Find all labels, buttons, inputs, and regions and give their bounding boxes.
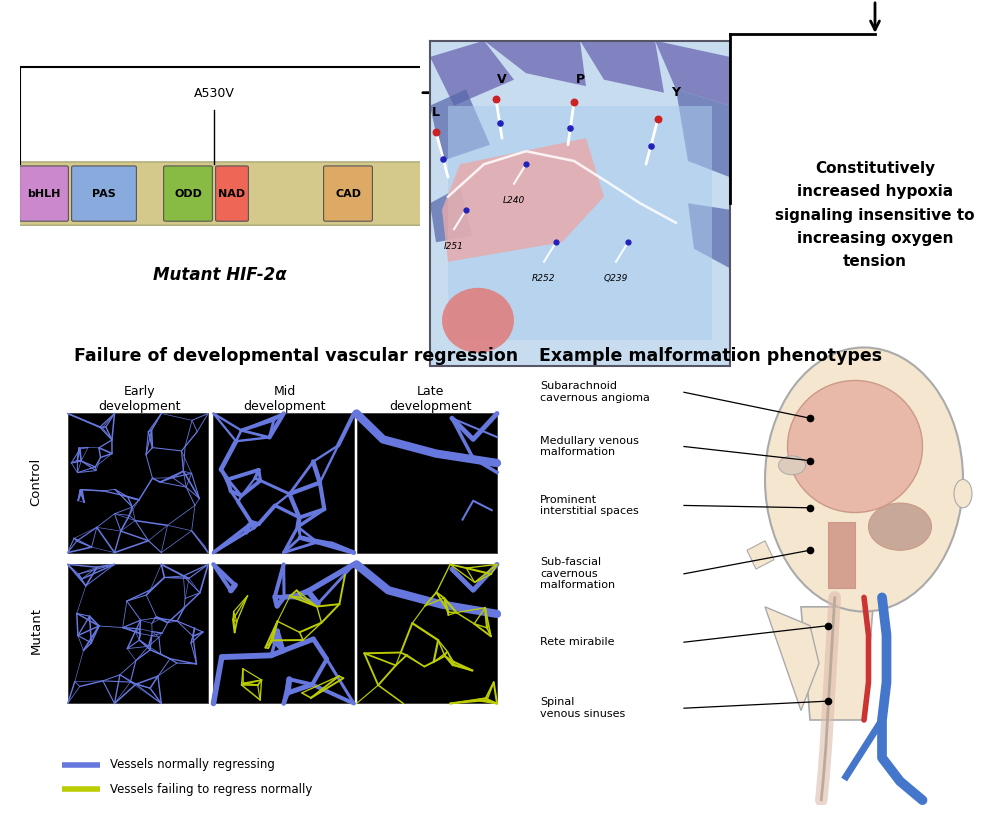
Polygon shape (580, 41, 664, 93)
Bar (68, 564, 208, 703)
Text: Rete mirabile: Rete mirabile (540, 637, 614, 647)
Text: Vessels normally regressing: Vessels normally regressing (110, 759, 275, 772)
Polygon shape (484, 41, 586, 86)
Point (492, 116, 508, 129)
Polygon shape (765, 606, 819, 711)
Bar (357, 564, 497, 703)
Point (650, 112, 666, 125)
Text: PAS: PAS (92, 189, 116, 198)
Point (643, 140, 659, 153)
Text: ODD: ODD (174, 189, 202, 198)
Text: Control: Control (29, 458, 42, 506)
Text: Q239: Q239 (604, 274, 628, 283)
Point (566, 96, 582, 109)
Point (562, 121, 578, 134)
Text: V: V (497, 73, 507, 86)
Text: Vessels failing to regress normally: Vessels failing to regress normally (110, 783, 312, 796)
Text: Subarachnoid
cavernous angioma: Subarachnoid cavernous angioma (540, 381, 650, 403)
Text: Mid
development: Mid development (244, 385, 326, 413)
Point (458, 203, 474, 216)
Ellipse shape (442, 288, 514, 353)
Text: L240: L240 (503, 196, 525, 205)
FancyBboxPatch shape (17, 162, 423, 225)
Text: Example malformation phenotypes: Example malformation phenotypes (539, 347, 883, 366)
Text: Prominent
interstitial spaces: Prominent interstitial spaces (540, 494, 639, 516)
Text: Y: Y (672, 86, 680, 99)
Text: Late
development: Late development (390, 385, 472, 413)
FancyBboxPatch shape (216, 166, 248, 221)
FancyBboxPatch shape (324, 166, 372, 221)
FancyBboxPatch shape (20, 166, 68, 221)
Point (518, 158, 534, 171)
Polygon shape (655, 41, 730, 106)
Text: Sub-fascial
cavernous
malformation: Sub-fascial cavernous malformation (540, 557, 615, 590)
Text: I251: I251 (444, 241, 464, 250)
Point (620, 236, 636, 249)
Text: Constitutively
increased hypoxia
signaling insensitive to
increasing oxygen
tens: Constitutively increased hypoxia signali… (775, 161, 975, 269)
Point (428, 125, 444, 138)
Text: CAD: CAD (335, 189, 361, 198)
Text: Spinal
venous sinuses: Spinal venous sinuses (540, 698, 625, 719)
Text: Failure of developmental vascular regression: Failure of developmental vascular regres… (74, 347, 518, 366)
Text: P: P (575, 73, 585, 86)
Point (488, 93, 504, 106)
Polygon shape (430, 187, 472, 242)
Bar (68, 414, 208, 553)
Polygon shape (676, 89, 730, 177)
Polygon shape (430, 89, 490, 161)
Text: bHLH: bHLH (27, 189, 61, 198)
Bar (213, 564, 354, 703)
Text: A530V: A530V (194, 87, 234, 100)
Point (435, 153, 451, 166)
Ellipse shape (765, 347, 963, 611)
Text: Early
development: Early development (98, 385, 180, 413)
FancyBboxPatch shape (72, 166, 136, 221)
Ellipse shape (868, 503, 932, 550)
Ellipse shape (788, 380, 922, 512)
Text: NAD: NAD (218, 189, 246, 198)
Polygon shape (747, 541, 774, 569)
Polygon shape (430, 41, 514, 106)
Text: L: L (432, 106, 440, 119)
Point (548, 236, 564, 249)
Text: Mutant: Mutant (29, 606, 42, 654)
FancyBboxPatch shape (164, 166, 212, 221)
Polygon shape (448, 106, 712, 340)
Ellipse shape (778, 456, 806, 475)
Polygon shape (442, 138, 604, 262)
Bar (357, 414, 497, 553)
Text: Medullary venous
malformation: Medullary venous malformation (540, 436, 639, 457)
Polygon shape (828, 522, 855, 588)
Text: R252: R252 (532, 274, 556, 283)
Bar (213, 414, 354, 553)
Polygon shape (801, 606, 873, 720)
Ellipse shape (954, 480, 972, 508)
Text: Mutant HIF-2α: Mutant HIF-2α (153, 266, 287, 284)
Polygon shape (688, 203, 730, 268)
